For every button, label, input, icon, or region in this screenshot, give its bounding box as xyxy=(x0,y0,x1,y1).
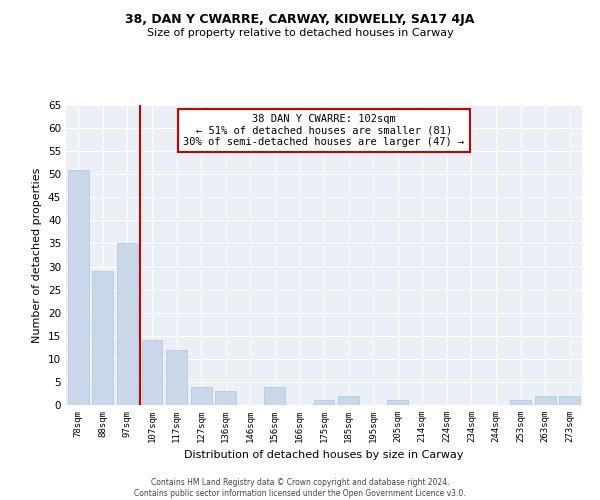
Bar xyxy=(215,391,236,405)
Bar xyxy=(387,400,408,405)
Bar xyxy=(68,170,89,405)
Bar xyxy=(338,396,359,405)
Y-axis label: Number of detached properties: Number of detached properties xyxy=(32,168,43,342)
Bar xyxy=(535,396,556,405)
Text: 38 DAN Y CWARRE: 102sqm
← 51% of detached houses are smaller (81)
30% of semi-de: 38 DAN Y CWARRE: 102sqm ← 51% of detache… xyxy=(184,114,464,147)
Bar xyxy=(117,244,138,405)
Text: Contains HM Land Registry data © Crown copyright and database right 2024.
Contai: Contains HM Land Registry data © Crown c… xyxy=(134,478,466,498)
Text: Size of property relative to detached houses in Carway: Size of property relative to detached ho… xyxy=(146,28,454,38)
Bar xyxy=(142,340,163,405)
Bar xyxy=(510,400,531,405)
Bar xyxy=(191,386,212,405)
Bar xyxy=(314,400,334,405)
Bar xyxy=(92,271,113,405)
X-axis label: Distribution of detached houses by size in Carway: Distribution of detached houses by size … xyxy=(184,450,464,460)
Bar xyxy=(559,396,580,405)
Text: 38, DAN Y CWARRE, CARWAY, KIDWELLY, SA17 4JA: 38, DAN Y CWARRE, CARWAY, KIDWELLY, SA17… xyxy=(125,12,475,26)
Bar xyxy=(265,386,286,405)
Bar xyxy=(166,350,187,405)
